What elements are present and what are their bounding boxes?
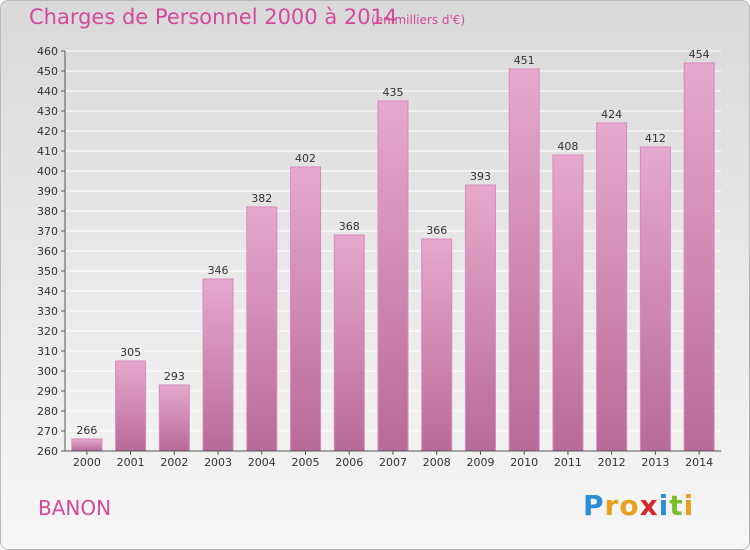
y-axis: 260 270 280 290 300 310 320 330 340 350 360 370 380 3… — [37, 45, 66, 458]
y-tick-label: 340 — [37, 285, 58, 298]
logo-letter: r — [604, 489, 620, 522]
x-tick-label: 2000 — [73, 456, 101, 469]
bar — [464, 184, 496, 452]
bar-value-label: 454 — [689, 48, 710, 61]
y-tick-label: 390 — [37, 185, 58, 198]
bar-value-label: 305 — [120, 346, 141, 359]
logo-letter: t — [669, 489, 684, 522]
y-tick-label: 330 — [37, 305, 58, 318]
bar — [246, 206, 278, 452]
logo-letter: i — [683, 489, 695, 522]
bar — [639, 146, 671, 452]
bar — [71, 438, 103, 452]
y-tick-label: 460 — [37, 45, 58, 58]
x-tick-label: 2004 — [248, 456, 276, 469]
bar-value-label: 435 — [383, 86, 404, 99]
y-tick-label: 290 — [37, 385, 58, 398]
y-tick-label: 360 — [37, 245, 58, 258]
bar — [683, 62, 715, 452]
x-tick-label: 2001 — [117, 456, 145, 469]
bar — [596, 122, 628, 452]
bar — [421, 238, 453, 452]
bars: 266 305 293 346 382 402 368 435 366 393 451 408 424 4… — [71, 48, 715, 452]
y-tick-label: 380 — [37, 205, 58, 218]
x-tick-label: 2013 — [641, 456, 669, 469]
bar-value-label: 451 — [514, 54, 535, 67]
y-tick-label: 370 — [37, 225, 58, 238]
y-tick-label: 430 — [37, 105, 58, 118]
bar-value-label: 408 — [557, 140, 578, 153]
y-tick-label: 450 — [37, 65, 58, 78]
y-tick-label: 300 — [37, 365, 58, 378]
bar-value-label: 266 — [76, 424, 97, 437]
y-tick-label: 410 — [37, 145, 58, 158]
y-tick-label: 280 — [37, 405, 58, 418]
bar — [202, 278, 234, 452]
x-tick-label: 2011 — [554, 456, 582, 469]
location-label: BANON — [38, 496, 112, 520]
logo-letter: i — [658, 489, 670, 522]
x-tick-label: 2010 — [510, 456, 538, 469]
bar — [552, 154, 584, 452]
proxiti-logo: Proxiti — [583, 489, 694, 522]
y-tick-label: 420 — [37, 125, 58, 138]
x-tick-label: 2007 — [379, 456, 407, 469]
x-tick-label: 2006 — [335, 456, 363, 469]
x-tick-label: 2008 — [423, 456, 451, 469]
y-tick-label: 260 — [37, 445, 58, 458]
bar-value-label: 424 — [601, 108, 622, 121]
bar — [290, 166, 322, 452]
x-tick-label: 2014 — [685, 456, 713, 469]
bar — [377, 100, 409, 452]
y-tick-label: 440 — [37, 85, 58, 98]
chart-title: Charges de Personnel 2000 à 2014 — [29, 5, 398, 29]
bar — [115, 360, 147, 452]
y-tick-label: 270 — [37, 425, 58, 438]
y-tick-label: 320 — [37, 325, 58, 338]
y-tick-label: 350 — [37, 265, 58, 278]
bar-value-label: 368 — [339, 220, 360, 233]
logo-letter: P — [583, 489, 605, 522]
bar-value-label: 402 — [295, 152, 316, 165]
y-tick-label: 310 — [37, 345, 58, 358]
bar-value-label: 366 — [426, 224, 447, 237]
bar-value-label: 393 — [470, 170, 491, 183]
x-tick-label: 2002 — [160, 456, 188, 469]
bar-value-label: 382 — [251, 192, 272, 205]
bar-value-label: 346 — [208, 264, 229, 277]
x-tick-label: 2005 — [292, 456, 320, 469]
x-axis: 2000 2001 2002 2003 2004 2005 2006 2007 2008 2009… — [65, 450, 721, 469]
bar — [333, 234, 365, 452]
chart-subtitle: (en milliers d'€) — [371, 13, 466, 27]
bar-value-label: 293 — [164, 370, 185, 383]
bar — [158, 384, 190, 452]
y-tick-label: 400 — [37, 165, 58, 178]
logo-letter: x — [639, 489, 659, 522]
x-tick-label: 2012 — [598, 456, 626, 469]
bar — [508, 68, 540, 452]
bar-value-label: 412 — [645, 132, 666, 145]
x-tick-label: 2009 — [466, 456, 494, 469]
x-tick-label: 2003 — [204, 456, 232, 469]
logo-letter: o — [619, 489, 640, 522]
